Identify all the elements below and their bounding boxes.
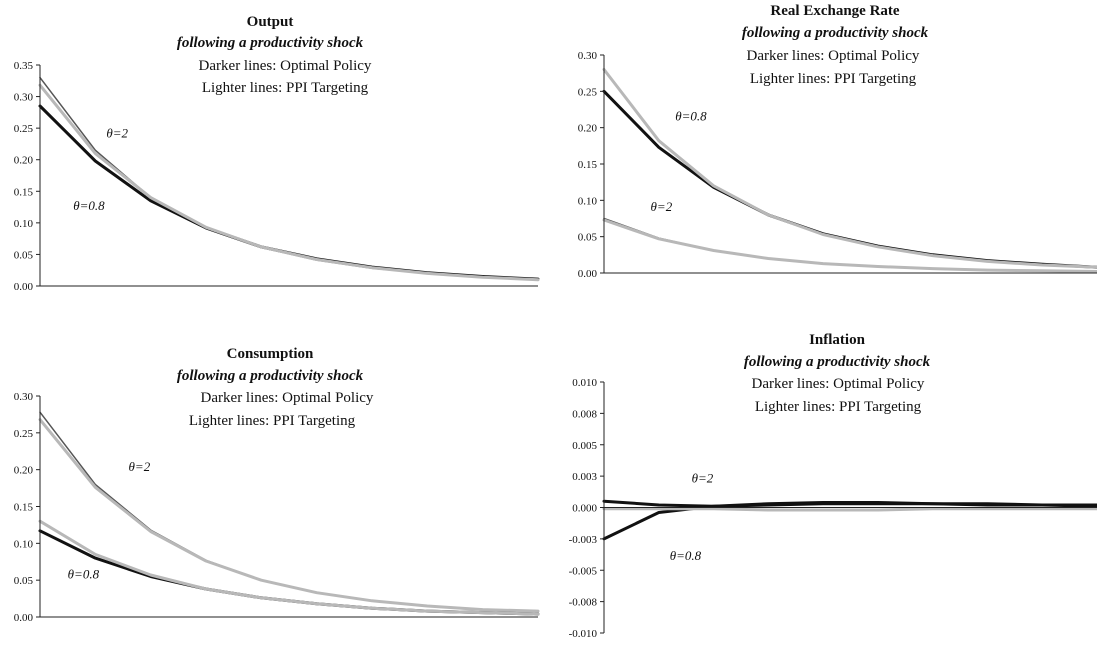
series-line-consumption-4: [38, 519, 540, 616]
panel-inflation: Inflation following a productivity shock…: [569, 332, 1097, 640]
note-darker-inflation: Darker lines: Optimal Policy: [752, 376, 925, 392]
axes-consumption: [36, 395, 538, 618]
series-group-inflation: [602, 499, 1097, 541]
note-lighter-real-exchange-rate: Lighter lines: PPI Targeting: [750, 71, 917, 87]
theta-annotation-consumption-1: θ=2: [129, 459, 151, 474]
y-tick-label: 0.10: [14, 218, 34, 230]
note-darker-real-exchange-rate: Darker lines: Optimal Policy: [747, 48, 920, 64]
y-tick-label: -0.010: [569, 628, 598, 640]
y-tick-label: 0.05: [578, 232, 598, 244]
y-tick-label: 0.20: [14, 155, 34, 167]
chart-title-inflation: Inflation: [809, 332, 866, 348]
y-tick-label: 0.15: [14, 186, 34, 198]
theta-annotation-output-2: θ=0.8: [73, 198, 105, 213]
y-tick-labels-output: 0.00 0.05 0.10 0.15 0.20 0.25 0.30 0.35: [14, 60, 34, 293]
series-line-inflation-3: [602, 507, 1097, 512]
y-tick-label: 0.00: [578, 268, 598, 280]
y-tick-label: 0.15: [14, 502, 34, 514]
y-tick-label: 0.008: [572, 408, 597, 420]
theta-annotation-inflation-2: θ=0.8: [670, 548, 702, 563]
note-lighter-output: Lighter lines: PPI Targeting: [202, 80, 369, 96]
y-tick-label: 0.10: [578, 195, 598, 207]
theta-annotation-real-exchange-rate-2: θ=2: [651, 199, 673, 214]
chart-title-consumption: Consumption: [227, 346, 314, 362]
y-tick-label: 0.30: [14, 391, 34, 403]
chart-title-output: Output: [247, 14, 294, 30]
y-tick-labels-inflation: -0.010 -0.008 -0.005 -0.003 0.000 0.003 0.005 0…: [569, 377, 598, 640]
series-group-real-exchange-rate: [602, 68, 1097, 273]
y-tick-label: -0.008: [569, 597, 598, 609]
y-tick-label: 0.000: [572, 503, 597, 515]
series-line-output-2: [39, 76, 539, 281]
chart-title-real-exchange-rate: Real Exchange Rate: [770, 3, 899, 19]
note-darker-output: Darker lines: Optimal Policy: [199, 58, 372, 74]
chart-subtitle-inflation: following a productivity shock: [744, 354, 931, 370]
panel-output: Output following a productivity shock Da…: [14, 14, 540, 293]
y-tick-label: 0.30: [578, 50, 598, 62]
series-group-consumption: [38, 411, 540, 616]
y-tick-label: 0.05: [14, 575, 34, 587]
y-tick-labels-consumption: 0.00 0.05 0.10 0.15 0.20 0.25 0.30: [14, 391, 34, 624]
y-tick-label: 0.00: [14, 281, 34, 293]
series-line-consumption-1: [39, 411, 539, 613]
y-tick-label: 0.25: [578, 86, 598, 98]
series-line-real-exchange-rate-4: [602, 218, 1097, 273]
series-group-output: [38, 76, 540, 282]
y-tick-labels-real-exchange-rate: 0.00 0.05 0.10 0.15 0.20 0.25 0.30: [578, 50, 598, 280]
y-tick-label: 0.05: [14, 249, 34, 261]
chart-subtitle-real-exchange-rate: following a productivity shock: [742, 25, 929, 41]
y-tick-label: -0.005: [569, 565, 598, 577]
annotations-real-exchange-rate: θ=0.8 θ=2: [651, 108, 708, 214]
y-tick-label: 0.00: [14, 612, 34, 624]
note-lighter-consumption: Lighter lines: PPI Targeting: [189, 413, 356, 429]
annotations-consumption: θ=2 θ=0.8: [68, 459, 151, 582]
theta-annotation-inflation-1: θ=2: [692, 470, 714, 485]
y-tick-label: 0.003: [572, 471, 597, 483]
panel-real-exchange-rate: Real Exchange Rate following a productiv…: [578, 3, 1097, 280]
series-line-consumption-2: [38, 418, 540, 613]
y-tick-label: 0.25: [14, 123, 34, 135]
series-line-real-exchange-rate-2: [602, 68, 1097, 269]
note-darker-consumption: Darker lines: Optimal Policy: [201, 390, 374, 406]
axes-inflation: [600, 381, 1097, 634]
series-line-output-3: [38, 83, 540, 282]
axes-real-exchange-rate: [600, 54, 1097, 274]
y-tick-label: 0.35: [14, 60, 34, 72]
y-tick-label: 0.15: [578, 159, 598, 171]
annotations-output: θ=2 θ=0.8: [73, 126, 128, 214]
chart-subtitle-consumption: following a productivity shock: [177, 368, 364, 384]
panel-consumption: Consumption following a productivity sho…: [14, 346, 540, 624]
theta-annotation-real-exchange-rate-1: θ=0.8: [675, 108, 707, 123]
note-lighter-inflation: Lighter lines: PPI Targeting: [755, 399, 922, 415]
axes-output: [36, 64, 538, 287]
y-tick-label: 0.20: [578, 123, 598, 135]
annotations-inflation: θ=2 θ=0.8: [670, 470, 714, 563]
y-tick-label: 0.20: [14, 465, 34, 477]
y-tick-label: 0.25: [14, 428, 34, 440]
y-tick-label: 0.10: [14, 538, 34, 550]
chart-subtitle-output: following a productivity shock: [177, 35, 364, 51]
theta-annotation-output-1: θ=2: [106, 126, 128, 141]
theta-annotation-consumption-2: θ=0.8: [68, 567, 100, 582]
y-tick-label: 0.010: [572, 377, 597, 389]
y-tick-label: -0.003: [569, 534, 598, 546]
y-tick-label: 0.30: [14, 92, 34, 104]
y-tick-label: 0.005: [572, 440, 597, 452]
